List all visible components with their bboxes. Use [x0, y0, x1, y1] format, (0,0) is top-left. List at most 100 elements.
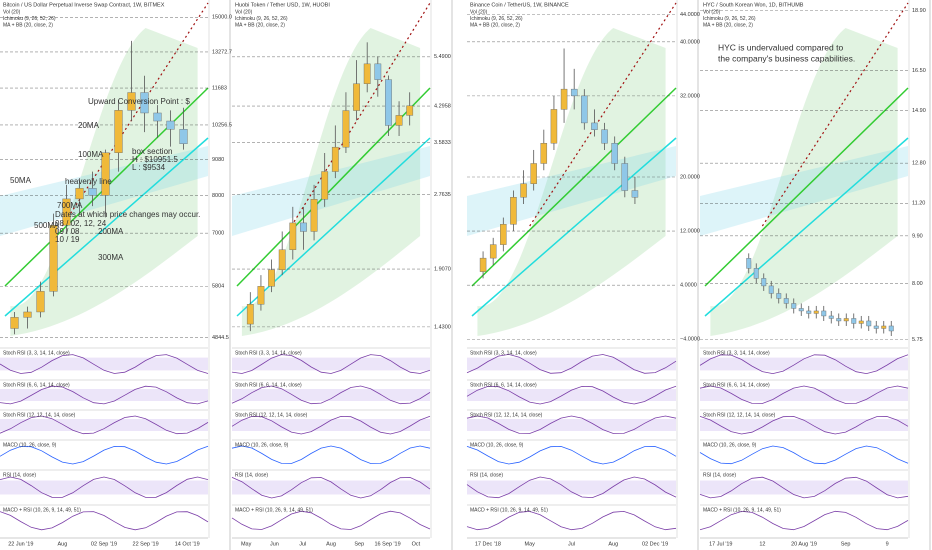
pane-label: MACD (10, 26, close, 9)	[470, 442, 524, 448]
candle-body	[49, 224, 58, 292]
pane-band	[232, 389, 430, 401]
candle-body	[88, 188, 97, 196]
candle-body	[621, 163, 629, 191]
x-tick-label: Jul	[299, 541, 306, 547]
candle-body	[791, 303, 797, 309]
indicator-label: Ichimoku (9, 26, 52, 26)	[235, 16, 288, 22]
pane-label: RSI (14, close)	[235, 472, 268, 478]
chart-title: HYC / South Korean Won, 1D, BITHUMB	[703, 2, 804, 8]
bollinger-band	[700, 146, 908, 236]
trend-line	[761, 2, 909, 227]
x-tick-label: Aug	[326, 541, 336, 547]
chart-title: Bitcoin / US Dollar Perpetual Inverse Sw…	[3, 2, 165, 8]
candle-body	[776, 293, 782, 299]
annotation: 10 / 19	[55, 235, 80, 244]
indicator-label: Vol (20)	[470, 9, 488, 15]
annotation: 200MA	[98, 227, 124, 236]
candle-body	[761, 278, 767, 287]
x-tick-label: May	[241, 541, 252, 547]
pane-line	[0, 415, 209, 435]
pane-line	[231, 445, 431, 464]
pane-band	[700, 480, 908, 495]
candle-body	[768, 285, 774, 294]
x-tick-label: 02 Sep '19	[91, 541, 117, 547]
ichimoku-cloud	[477, 28, 666, 336]
candle-body	[246, 304, 254, 325]
pane-label: MACD (10, 26, close, 9)	[3, 442, 57, 448]
annotation: 09 / 08	[55, 227, 80, 236]
annotation: Dates at which price changes may occur.	[55, 210, 200, 219]
pane-line	[231, 415, 431, 435]
pane-line	[231, 510, 431, 530]
candle-body	[101, 152, 110, 196]
candle-body	[813, 310, 819, 314]
y-tick-label: 12.80	[912, 161, 926, 167]
candle-body	[10, 317, 19, 329]
y-tick-label: 4.0000	[680, 283, 697, 289]
pane-label: Stoch RSI (12, 12, 14, 14, close)	[703, 412, 776, 418]
pane-line	[0, 511, 209, 531]
chart-panel: −4.0000 4.0000 12.0000 20.0000 32.0000 40.000…	[466, 0, 700, 550]
candle-body	[268, 269, 275, 287]
y-tick-label: 4.2958	[434, 103, 451, 109]
chart-panel: 4844.5 5804 7000 8000 9080 10256.5 11683 13272.…	[0, 0, 232, 550]
y-tick-label: 9.90	[912, 233, 923, 239]
y-tick-label: 5.4900	[434, 54, 451, 60]
chart-title: Binance Coin / TetherUS, 1W, BINANCE	[470, 2, 569, 8]
annotation: HYC is undervalued compared to	[718, 42, 843, 52]
pane-line	[0, 354, 209, 374]
y-tick-label: 32.0000	[680, 93, 700, 99]
indicator-label: Vol (20)	[3, 9, 21, 15]
y-tick-label: 1.9070	[434, 267, 451, 273]
y-tick-label: 13272.7	[212, 49, 232, 55]
candle-body	[828, 315, 834, 319]
pane-line	[466, 476, 677, 499]
candle-body	[331, 146, 339, 172]
candle-body	[601, 129, 608, 144]
pane-line	[466, 510, 677, 531]
candle-body	[114, 110, 123, 153]
pane-band	[0, 389, 208, 401]
pane-label: Stoch RSI (6, 6, 14, 14, close)	[3, 382, 70, 388]
pane-band	[700, 419, 908, 431]
x-tick-label: Aug	[608, 541, 618, 547]
annotation: box section	[132, 147, 172, 156]
candle-body	[310, 199, 318, 232]
y-tick-label: 15000.0	[212, 15, 232, 21]
y-tick-label: 14.90	[912, 108, 926, 114]
pane-line	[0, 476, 209, 498]
pane-line	[466, 445, 677, 465]
y-tick-label: 40.0000	[680, 39, 700, 45]
pane-line	[466, 353, 677, 374]
x-tick-label: 20 Aug '19	[791, 541, 817, 547]
candle-body	[798, 308, 804, 312]
candle-body	[611, 142, 618, 164]
candle-body	[342, 110, 350, 148]
indicator-label: Ichimoku (9, 26, 52, 26)	[3, 16, 56, 22]
pane-band	[467, 357, 676, 371]
pane-label: RSI (14, close)	[3, 472, 36, 478]
pane-label: Stoch RSI (6, 6, 14, 14, close)	[235, 382, 302, 388]
candle-body	[873, 325, 879, 329]
candle-body	[520, 183, 527, 198]
annotation: 08 / 02, 12, 24	[55, 219, 107, 228]
pane-line	[699, 415, 909, 435]
pane-line	[0, 385, 209, 405]
pane-line	[0, 445, 209, 465]
indicator-label: Ichimoku (9, 26, 52, 26)	[470, 16, 523, 22]
pane-label: Stoch RSI (12, 12, 14, 14, close)	[3, 412, 76, 418]
pane-band	[0, 480, 208, 495]
x-tick-label: May	[525, 541, 536, 547]
annotation: 20MA	[78, 121, 100, 130]
candle-body	[510, 197, 517, 225]
candle-body	[353, 83, 360, 111]
candle-body	[881, 325, 887, 329]
pane-line	[466, 415, 677, 434]
candle-body	[363, 63, 371, 84]
candle-body	[570, 88, 578, 97]
annotation: 50MA	[10, 176, 32, 185]
pane-band	[700, 357, 908, 371]
pane-line	[699, 354, 909, 375]
